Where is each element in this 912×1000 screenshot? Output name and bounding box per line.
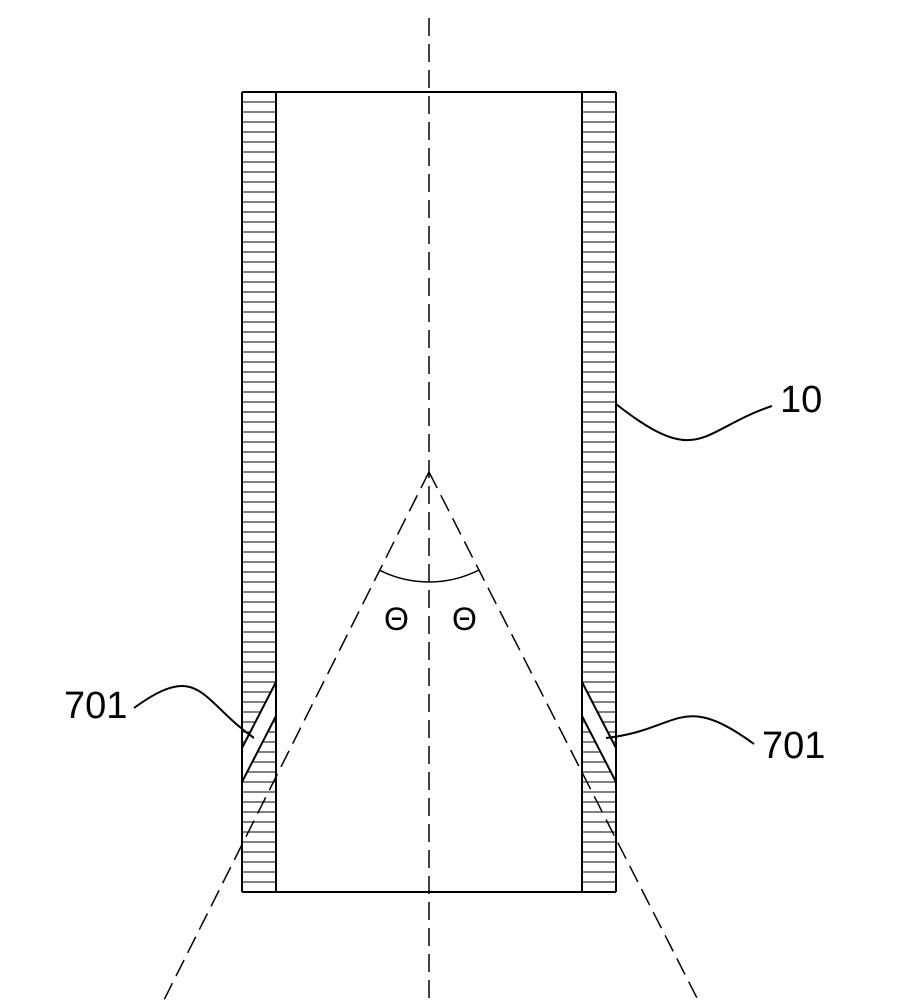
diagram-svg: Θ Θ 10 701 701: [0, 0, 912, 1000]
diagram-container: Θ Θ 10 701 701: [0, 0, 912, 1000]
ref-label-10: 10: [780, 379, 822, 421]
leader-line-701-right: [606, 716, 754, 744]
ref-label-701-left: 701: [64, 685, 127, 727]
angle-line-left: [164, 472, 429, 1000]
angle-line-right: [429, 472, 698, 1000]
angle-arc-left: [380, 570, 429, 582]
theta-label-left: Θ: [384, 601, 409, 637]
leader-line-701-left: [134, 686, 254, 738]
leader-line-10: [616, 404, 772, 440]
ref-label-701-right: 701: [762, 725, 825, 767]
angle-arc-right: [429, 570, 479, 582]
theta-label-right: Θ: [452, 601, 477, 637]
